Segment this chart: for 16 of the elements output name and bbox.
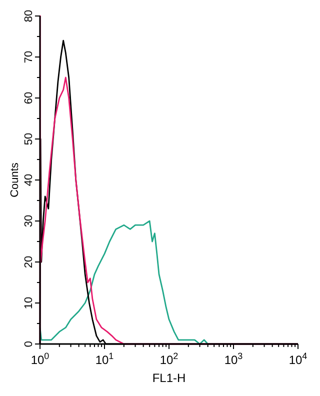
- x-tick-label: 10$^{4}$: [288, 351, 308, 367]
- x-tick-label: 10$^{1}$: [95, 351, 114, 367]
- x-tick-label: 10$^{3}$: [224, 351, 243, 367]
- y-tick-label: 80: [23, 10, 35, 22]
- y-tick-label: 50: [23, 132, 35, 146]
- y-tick-label: 60: [23, 92, 35, 104]
- y-tick-label: 20: [23, 256, 35, 268]
- y-tick-label: 10: [23, 296, 35, 310]
- x-tick-label: 10$^{2}$: [160, 351, 178, 367]
- y-tick-label: 0: [23, 340, 35, 348]
- y-tick-label: 70: [23, 50, 35, 64]
- x-axis-title: FL1-H: [152, 371, 186, 385]
- y-tick-label: 40: [23, 174, 35, 186]
- y-tick-label: 30: [23, 214, 35, 228]
- x-tick-label: 10$^{0}$: [30, 351, 50, 367]
- y-axis-title: Counts: [9, 162, 21, 198]
